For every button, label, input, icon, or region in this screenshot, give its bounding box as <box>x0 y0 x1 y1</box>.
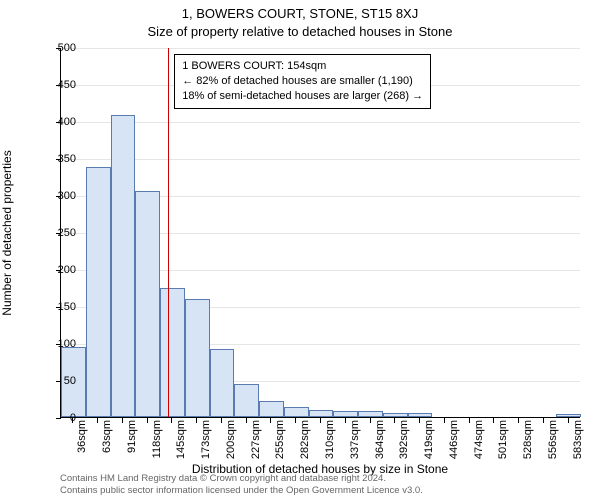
x-tick-mark <box>196 418 197 423</box>
y-tick-label: 400 <box>36 116 76 128</box>
x-tick-label: 118sqm <box>151 420 163 458</box>
histogram-bar <box>358 411 383 417</box>
x-tick-label: 446sqm <box>448 420 460 459</box>
x-tick-mark <box>270 418 271 423</box>
x-tick-mark <box>394 418 395 423</box>
histogram-bar <box>160 288 185 418</box>
y-tick-label: 100 <box>36 338 76 350</box>
x-tick-mark <box>72 418 73 423</box>
footer-line-1: Contains HM Land Registry data © Crown c… <box>60 473 580 484</box>
x-tick-label: 255sqm <box>274 420 286 459</box>
y-tick-label: 500 <box>36 42 76 54</box>
histogram-bar <box>309 410 334 417</box>
x-tick-mark <box>419 418 420 423</box>
histogram-bar <box>86 167 111 417</box>
x-tick-label: 36sqm <box>76 420 88 453</box>
annotation-box: 1 BOWERS COURT: 154sqm← 82% of detached … <box>174 54 431 109</box>
y-tick-label: 300 <box>36 190 76 202</box>
x-tick-label: 556sqm <box>547 420 559 459</box>
grid-line <box>61 159 580 160</box>
histogram-bar <box>383 413 408 417</box>
x-tick-mark <box>147 418 148 423</box>
x-tick-label: 91sqm <box>126 420 138 453</box>
x-tick-mark <box>97 418 98 423</box>
x-tick-label: 200sqm <box>225 420 237 459</box>
y-tick-label: 450 <box>36 79 76 91</box>
x-tick-label: 364sqm <box>374 420 386 459</box>
x-tick-label: 63sqm <box>101 420 113 453</box>
footer-attribution: Contains HM Land Registry data © Crown c… <box>60 473 580 496</box>
x-tick-mark <box>171 418 172 423</box>
histogram-bar <box>556 414 581 417</box>
y-tick-label: 200 <box>36 264 76 276</box>
x-tick-mark <box>221 418 222 423</box>
histogram-bar <box>111 115 136 417</box>
x-tick-mark <box>444 418 445 423</box>
plot-area: 1 BOWERS COURT: 154sqm← 82% of detached … <box>60 48 580 418</box>
chart-title-primary: 1, BOWERS COURT, STONE, ST15 8XJ <box>0 6 600 21</box>
x-tick-label: 419sqm <box>423 420 435 459</box>
footer-line-2: Contains public sector information licen… <box>60 485 580 496</box>
annotation-line-3: 18% of semi-detached houses are larger (… <box>182 89 423 104</box>
histogram-bar <box>259 401 284 417</box>
x-tick-label: 282sqm <box>299 420 311 459</box>
x-tick-mark <box>518 418 519 423</box>
x-tick-label: 173sqm <box>200 420 212 459</box>
x-tick-mark <box>493 418 494 423</box>
histogram-bar <box>135 191 160 417</box>
x-tick-mark <box>543 418 544 423</box>
histogram-bar <box>408 413 433 417</box>
x-tick-label: 227sqm <box>250 420 262 459</box>
y-tick-label: 150 <box>36 301 76 313</box>
chart-title-secondary: Size of property relative to detached ho… <box>0 24 600 39</box>
reference-line <box>168 48 169 417</box>
x-tick-mark <box>295 418 296 423</box>
x-tick-label: 310sqm <box>324 420 336 459</box>
y-tick-label: 0 <box>36 412 76 424</box>
x-tick-mark <box>246 418 247 423</box>
grid-line <box>61 48 580 49</box>
x-tick-mark <box>320 418 321 423</box>
histogram-bar <box>185 299 210 417</box>
histogram-bar <box>333 411 358 417</box>
x-tick-label: 337sqm <box>349 420 361 459</box>
x-tick-label: 501sqm <box>497 420 509 459</box>
x-tick-mark <box>568 418 569 423</box>
x-tick-label: 528sqm <box>522 420 534 459</box>
x-tick-mark <box>345 418 346 423</box>
y-axis-label: Number of detached properties <box>0 150 14 315</box>
x-tick-mark <box>469 418 470 423</box>
annotation-line-2: ← 82% of detached houses are smaller (1,… <box>182 74 423 89</box>
x-tick-label: 474sqm <box>473 420 485 459</box>
x-tick-label: 583sqm <box>572 420 584 459</box>
x-tick-mark <box>122 418 123 423</box>
y-tick-label: 50 <box>36 375 76 387</box>
y-tick-label: 250 <box>36 227 76 239</box>
histogram-bar <box>284 407 309 417</box>
y-tick-label: 350 <box>36 153 76 165</box>
annotation-line-1: 1 BOWERS COURT: 154sqm <box>182 59 423 74</box>
grid-line <box>61 122 580 123</box>
x-tick-mark <box>370 418 371 423</box>
x-tick-label: 392sqm <box>398 420 410 459</box>
histogram-bar <box>234 384 259 417</box>
histogram-bar <box>210 349 235 417</box>
x-tick-label: 145sqm <box>175 420 187 459</box>
chart-container: 1, BOWERS COURT, STONE, ST15 8XJ Size of… <box>0 0 600 500</box>
